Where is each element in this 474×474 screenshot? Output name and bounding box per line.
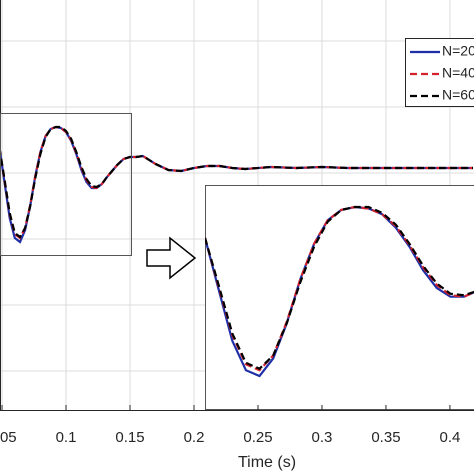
series-line xyxy=(0,125,473,239)
legend: N=20 N=40 N=60 xyxy=(410,43,474,103)
x-tick-label: 0.4 xyxy=(440,429,461,446)
x-axis-label: Time (s) xyxy=(238,454,296,471)
x-tick-label: 0.25 xyxy=(243,429,272,446)
x-tick-label: 0.1 xyxy=(56,429,77,446)
x-tick-label: 0.35 xyxy=(371,429,400,446)
legend-label: N=60 xyxy=(442,87,474,103)
inset-frame xyxy=(205,185,474,410)
x-tick-label: 0.3 xyxy=(312,429,333,446)
x-tick-label: 0.05 xyxy=(0,429,17,446)
x-tick-label: 0.15 xyxy=(115,429,144,446)
x-ticks: 0.05 0.1 0.15 0.2 0.25 0.3 0.35 0.4 xyxy=(0,405,460,446)
legend-label: N=40 xyxy=(442,65,474,81)
plot-lines xyxy=(0,125,473,244)
x-tick-label: 0.2 xyxy=(184,429,205,446)
zoom-region xyxy=(0,113,132,256)
inset-lines xyxy=(205,205,474,378)
legend-label: N=20 xyxy=(442,43,474,59)
zoom-arrow xyxy=(146,236,197,280)
